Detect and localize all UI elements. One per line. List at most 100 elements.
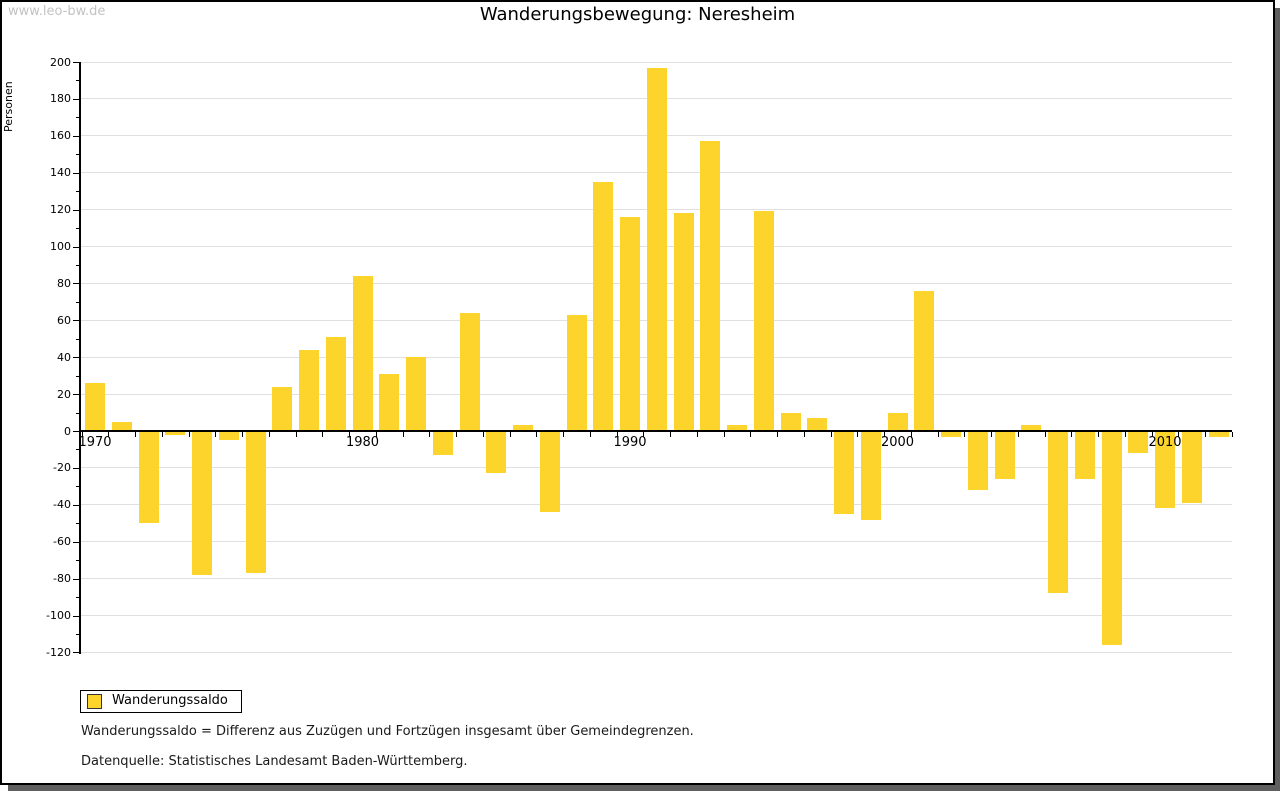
y-tick-label: -40 [53,498,71,512]
y-tick [76,264,80,266]
y-tick [73,615,80,617]
bar-2012 [1208,431,1229,437]
y-tick [76,449,80,451]
x-tick [349,432,351,437]
y-tick-label: -60 [53,535,71,549]
y-tick [76,633,80,635]
y-tick [76,154,80,156]
bar-2006 [1048,431,1068,594]
x-tick [1017,432,1019,437]
y-tick [73,283,80,285]
y-tick [76,523,80,525]
y-tick-label: 100 [50,240,71,253]
y-tick-label: 140 [50,166,71,180]
bar-1997 [807,418,828,431]
bar-2008 [1101,431,1122,646]
x-tick [803,432,805,437]
y-tick [73,541,80,543]
bar-1971 [111,421,132,431]
bar-2004 [994,431,1015,479]
x-tick [1178,432,1180,437]
bar-2007 [1074,431,1095,479]
bar-1983 [432,431,453,455]
bar-1994 [727,425,747,431]
bar-2011 [1181,431,1202,503]
x-tick [456,432,458,437]
x-tick [750,432,752,437]
bar-1988 [566,314,587,431]
x-tick [696,432,698,437]
bar-1989 [593,181,614,431]
y-tick-label: 160 [50,129,71,143]
y-tick [76,117,80,119]
footnote-source: Datenquelle: Statistisches Landesamt Bad… [81,754,468,769]
frame-shadow-bottom [8,785,1280,791]
bar-2003 [967,431,988,491]
x-tick [322,432,324,437]
x-tick [268,432,270,437]
bar-1991 [646,67,667,431]
y-gridline [80,61,1232,63]
y-tick [73,320,80,322]
x-tick [937,432,939,437]
bar-1982 [406,357,426,431]
x-tick [563,432,565,437]
x-tick [161,432,163,437]
bar-1990 [620,216,640,431]
y-gridline [80,541,1232,543]
y-gridline [80,615,1232,616]
x-tick [215,432,217,437]
y-tick [73,652,80,654]
y-tick [76,301,80,303]
bar-1972 [138,431,159,524]
x-tick [1151,432,1153,437]
y-tick [73,135,80,137]
x-tick [777,432,779,437]
bar-1979 [325,336,346,431]
bar-1999 [860,431,881,520]
x-axis-label-1990: 1990 [613,435,647,450]
y-gridline [80,504,1232,506]
y-tick [76,597,80,599]
bar-1980 [352,276,373,431]
y-tick-label: -100 [46,609,71,622]
x-axis-label-1980: 1980 [345,435,380,450]
bar-1970 [85,383,105,431]
y-tick [73,62,80,63]
x-tick [1098,432,1100,437]
y-tick-label: 180 [50,92,71,106]
y-tick-label: -120 [46,645,71,659]
x-tick [108,432,110,437]
y-tick [73,394,80,396]
y-tick-label: 0 [64,424,71,438]
x-tick [509,432,511,437]
y-tick [73,578,80,580]
legend-swatch-icon [87,694,102,709]
x-tick [830,432,832,437]
x-tick [643,432,645,437]
x-axis-label-1970: 1970 [78,435,112,450]
y-tick-label: 60 [57,313,71,327]
y-tick [76,228,80,230]
x-tick [1231,432,1233,437]
watermark: www.leo-bw.de [8,4,106,19]
y-gridline [80,578,1232,580]
y-tick-label: 80 [57,276,71,290]
bar-2002 [941,431,961,437]
y-tick [73,467,80,469]
y-tick [73,98,80,100]
bar-1992 [673,213,694,431]
bar-1977 [272,386,293,431]
y-tick [76,412,80,414]
bar-2000 [887,412,908,431]
y-tick-label: -80 [53,572,71,586]
x-tick [857,432,859,437]
chart-title: Wanderungsbewegung: Neresheim [479,4,796,25]
y-tick [73,504,80,506]
y-tick-label: 20 [57,387,71,401]
x-tick [536,432,538,437]
y-tick-label: 200 [50,55,71,69]
bar-1984 [459,312,480,431]
y-gridline [80,467,1232,469]
x-tick [723,432,725,437]
